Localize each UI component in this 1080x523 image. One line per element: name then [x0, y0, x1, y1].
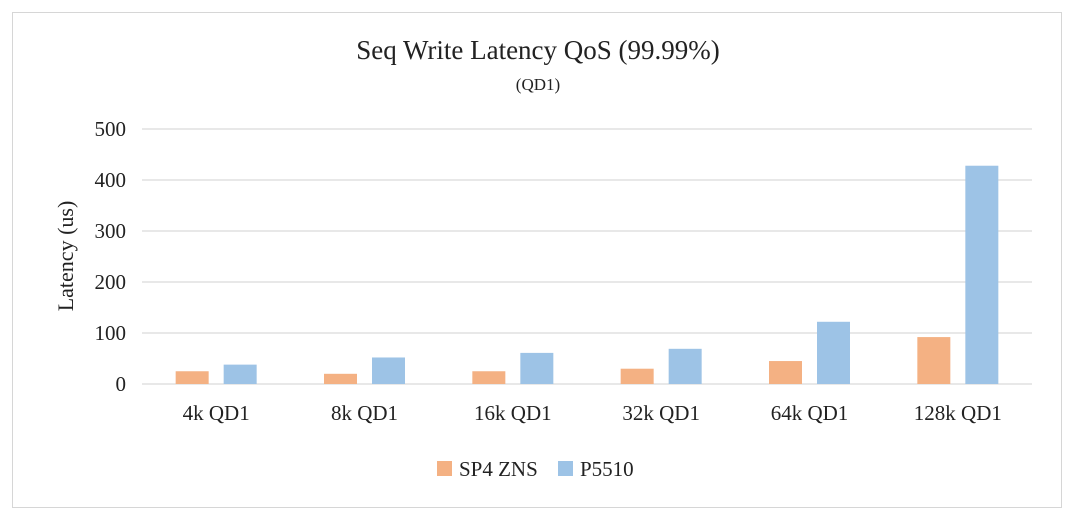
bar-sp4-zns — [620, 368, 654, 384]
y-tick-label: 400 — [95, 168, 127, 192]
bar-p5510 — [372, 357, 405, 384]
bar-p5510 — [965, 165, 999, 384]
bar-p5510 — [223, 364, 257, 384]
y-axis-title: Latency (us) — [53, 201, 78, 312]
bar-sp4-zns — [175, 371, 209, 384]
legend-swatch — [437, 461, 452, 476]
bars — [175, 165, 999, 384]
chart-subtitle: (QD1) — [516, 75, 560, 94]
bar-sp4-zns — [472, 371, 506, 384]
bar-p5510 — [817, 321, 850, 384]
x-axis-ticks: 4k QD1 8k QD1 16k QD1 32k QD1 64k QD1 128k QD… — [183, 401, 1002, 425]
bar-p5510 — [668, 348, 702, 384]
legend: SP4 ZNS P5510 — [437, 457, 634, 481]
chart-frame — [12, 12, 1062, 508]
x-tick-label: 16k QD1 — [474, 401, 552, 425]
y-tick-label: 300 — [95, 219, 127, 243]
grid-layer — [142, 128, 1032, 385]
y-tick-label: 0 — [116, 372, 127, 396]
x-tick-label: 32k QD1 — [622, 401, 700, 425]
bar-sp4-zns — [917, 337, 951, 384]
y-tick-label: 100 — [95, 321, 127, 345]
legend-label: SP4 ZNS — [459, 457, 538, 481]
y-tick-label: 500 — [95, 117, 127, 141]
x-tick-label: 8k QD1 — [331, 401, 398, 425]
x-tick-label: 4k QD1 — [183, 401, 250, 425]
y-tick-label: 200 — [95, 270, 127, 294]
bar-p5510 — [520, 352, 554, 384]
y-axis-ticks: 0 100 200 300 400 500 — [95, 117, 127, 396]
legend-swatch — [558, 461, 573, 476]
chart-title: Seq Write Latency QoS (99.99%) — [356, 35, 720, 65]
x-tick-label: 128k QD1 — [914, 401, 1002, 425]
legend-label: P5510 — [580, 457, 634, 481]
x-tick-label: 64k QD1 — [771, 401, 849, 425]
bar-sp4-zns — [324, 373, 357, 384]
bar-sp4-zns — [769, 361, 802, 384]
